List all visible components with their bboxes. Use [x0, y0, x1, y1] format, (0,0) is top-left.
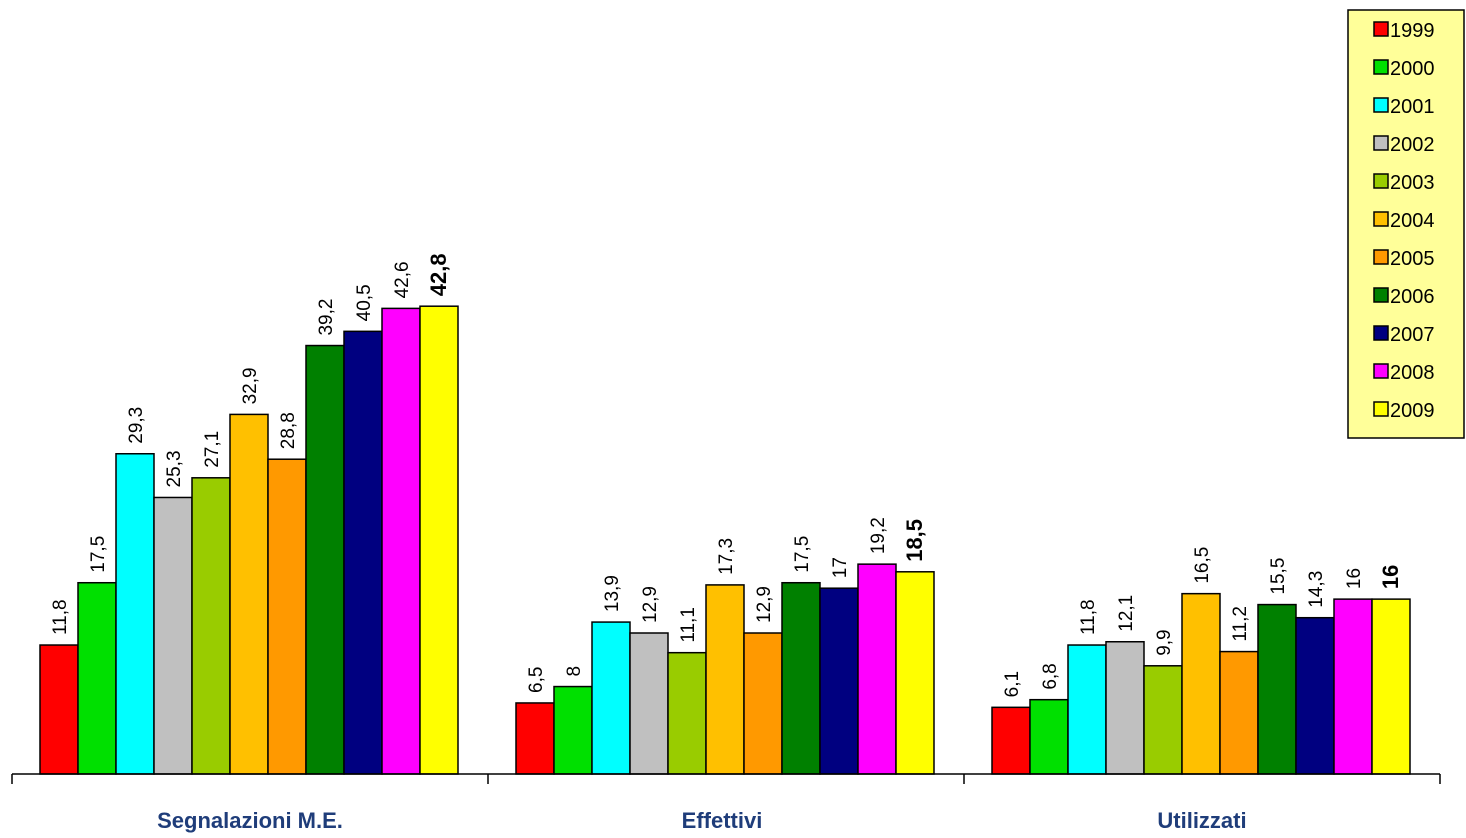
value-label-2003-1: 27,1: [202, 431, 223, 468]
bar-2009-2: [895, 571, 935, 775]
bar-2001-2: [591, 621, 631, 775]
bar-2009-1: [419, 305, 459, 775]
bar-2001-1: [115, 453, 155, 775]
value-label-2007-2: 17: [830, 557, 851, 578]
value-labels-layer: 11,8 17,5 29,3 25,3 27,1 32,9 28,8 39,2 40,5 42,6…: [50, 253, 1403, 697]
value-label-2003-3: 9,9: [1154, 629, 1175, 655]
value-label-2008-2: 19,2: [868, 517, 889, 554]
bar-2006-3: [1257, 603, 1297, 775]
legend-label-2006: 2006: [1390, 286, 1435, 308]
value-label-2002-3: 12,1: [1116, 595, 1137, 632]
legend-box: [1347, 9, 1465, 439]
bar-2004-3: [1181, 592, 1221, 775]
bar-2000-3: [1029, 698, 1069, 775]
bar-2008-1: [381, 307, 421, 775]
legend-swatch-2007: [1373, 325, 1389, 341]
value-label-2000-1: 17,5: [88, 536, 109, 573]
legend-swatch-2003: [1373, 173, 1389, 189]
bar-2000-2: [553, 685, 593, 775]
value-label-2001-3: 11,8: [1078, 599, 1099, 635]
legend: 1999 2000 2001 2002 2003 2004 2005 2006 2007 2008…: [1347, 9, 1465, 439]
legend-label-2008: 2008: [1390, 362, 1435, 384]
value-label-2000-3: 6,8: [1040, 663, 1061, 689]
value-label-2005-3: 11,2: [1230, 606, 1251, 642]
bar-2008-2: [857, 563, 897, 775]
legend-swatch-2008: [1373, 363, 1389, 379]
legend-label-2004: 2004: [1390, 210, 1435, 232]
bar-2006-2: [781, 581, 821, 775]
value-label-2009-2: 18,5: [902, 519, 927, 562]
value-label-2009-3: 16: [1378, 565, 1403, 589]
bar-2002-2: [629, 632, 669, 775]
category-label-1: Segnalazioni M.E.: [157, 808, 343, 833]
bar-2005-1: [267, 458, 307, 775]
legend-swatch-2002: [1373, 135, 1389, 151]
legend-swatch-2000: [1373, 59, 1389, 75]
value-label-2006-3: 15,5: [1268, 558, 1289, 595]
legend-label-2000: 2000: [1390, 58, 1435, 80]
value-label-1999-3: 6,1: [1002, 671, 1023, 697]
x-axis: Segnalazioni M.E. Effettivi Utilizzati: [11, 773, 1441, 833]
value-label-2003-2: 11,1: [678, 607, 699, 643]
legend-swatch-2006: [1373, 287, 1389, 303]
value-label-2001-2: 13,9: [602, 575, 623, 612]
bar-2002-3: [1105, 640, 1145, 775]
value-label-1999-2: 6,5: [526, 667, 547, 693]
legend-label-2001: 2001: [1390, 96, 1435, 118]
value-label-2001-1: 29,3: [126, 407, 147, 444]
bar-2001-3: [1067, 644, 1107, 775]
bar-1999-3: [991, 706, 1031, 775]
value-label-2004-3: 16,5: [1192, 547, 1213, 584]
category-label-2: Effettivi: [682, 808, 763, 833]
value-label-2008-3: 16: [1344, 568, 1365, 589]
bar-2003-2: [667, 651, 707, 775]
bar-2000-1: [77, 581, 117, 775]
legend-label-2009: 2009: [1390, 400, 1435, 422]
bar-2006-1: [305, 344, 345, 775]
value-label-2006-1: 39,2: [316, 299, 337, 336]
bar-2005-2: [743, 632, 783, 775]
bar-2003-3: [1143, 665, 1183, 775]
bar-2005-3: [1219, 650, 1259, 775]
bar-2002-1: [153, 496, 193, 775]
bar-2007-1: [343, 330, 383, 775]
legend-label-2005: 2005: [1390, 248, 1435, 270]
bar-2007-3: [1295, 616, 1335, 775]
value-label-2009-1: 42,8: [426, 253, 451, 296]
value-label-1999-1: 11,8: [50, 599, 71, 635]
value-label-2005-2: 12,9: [754, 586, 775, 623]
legend-label-2007: 2007: [1390, 324, 1435, 346]
value-label-2004-2: 17,3: [716, 538, 737, 575]
bar-2008-3: [1333, 598, 1373, 775]
value-label-2000-2: 8: [564, 666, 585, 677]
value-label-2002-1: 25,3: [164, 450, 185, 487]
bars-layer: [39, 305, 1411, 775]
bar-1999-2: [515, 702, 555, 775]
value-label-2005-1: 28,8: [278, 412, 299, 449]
value-label-2007-3: 14,3: [1306, 571, 1327, 608]
value-label-2004-1: 32,9: [240, 367, 261, 404]
legend-swatch-2005: [1373, 249, 1389, 265]
bar-2007-2: [819, 587, 859, 775]
value-label-2007-1: 40,5: [354, 284, 375, 321]
value-label-2002-2: 12,9: [640, 586, 661, 623]
bar-2004-2: [705, 584, 745, 775]
bar-2004-1: [229, 413, 269, 775]
legend-swatch-1999: [1373, 21, 1389, 37]
legend-label-2002: 2002: [1390, 134, 1435, 156]
bar-2003-1: [191, 477, 231, 775]
legend-label-1999: 1999: [1390, 20, 1435, 42]
value-label-2006-2: 17,5: [792, 536, 813, 573]
value-label-2008-1: 42,6: [392, 261, 413, 298]
category-label-3: Utilizzati: [1157, 808, 1246, 833]
bar-1999-1: [39, 644, 79, 775]
legend-swatch-2009: [1373, 401, 1389, 417]
legend-label-2003: 2003: [1390, 172, 1435, 194]
bar-2009-3: [1371, 598, 1411, 775]
legend-swatch-2004: [1373, 211, 1389, 227]
legend-swatch-2001: [1373, 97, 1389, 113]
